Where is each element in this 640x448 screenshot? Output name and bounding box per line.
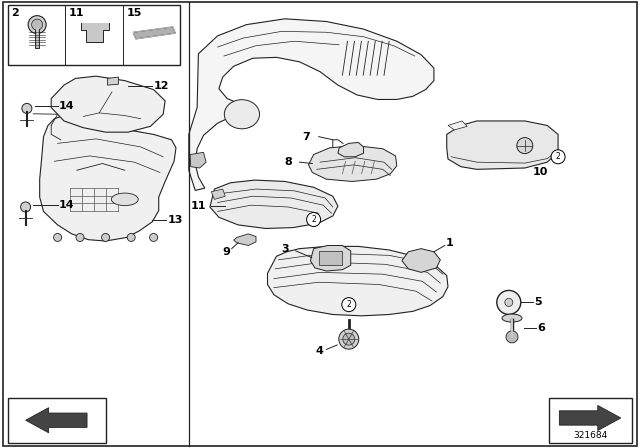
Polygon shape (402, 249, 440, 272)
Text: 7: 7 (302, 132, 310, 142)
Circle shape (54, 233, 61, 241)
Text: 9: 9 (223, 247, 230, 257)
Polygon shape (448, 121, 467, 130)
Text: 14: 14 (59, 200, 74, 210)
Polygon shape (189, 19, 434, 190)
Polygon shape (51, 76, 165, 132)
Circle shape (497, 290, 521, 314)
Polygon shape (310, 246, 351, 271)
Polygon shape (308, 146, 397, 181)
Circle shape (20, 202, 31, 212)
Text: 3: 3 (282, 244, 289, 254)
Polygon shape (26, 408, 87, 433)
Text: 2: 2 (12, 9, 19, 18)
Text: 11: 11 (191, 201, 206, 211)
Polygon shape (559, 405, 621, 431)
Polygon shape (81, 22, 109, 42)
Polygon shape (268, 246, 448, 316)
Circle shape (307, 212, 321, 227)
Circle shape (342, 297, 356, 312)
Circle shape (22, 103, 32, 113)
Bar (549, 398, 632, 443)
Text: 1: 1 (446, 238, 454, 248)
Circle shape (102, 233, 109, 241)
Polygon shape (447, 121, 558, 169)
Text: 6: 6 (538, 323, 545, 333)
Polygon shape (190, 152, 206, 168)
Text: 11: 11 (69, 9, 84, 18)
Text: 14: 14 (59, 101, 74, 111)
Polygon shape (234, 234, 256, 246)
Text: 15: 15 (127, 9, 142, 18)
Circle shape (343, 333, 355, 345)
Polygon shape (40, 116, 176, 241)
Polygon shape (210, 180, 338, 228)
Bar (8, 398, 106, 443)
Text: 4: 4 (316, 346, 323, 356)
Polygon shape (211, 189, 225, 199)
Ellipse shape (502, 314, 522, 322)
Circle shape (28, 16, 46, 34)
Circle shape (127, 233, 135, 241)
Text: 2: 2 (556, 152, 561, 161)
Polygon shape (133, 27, 175, 39)
Circle shape (339, 329, 359, 349)
Text: 2: 2 (346, 300, 351, 309)
Text: 13: 13 (168, 215, 183, 224)
Ellipse shape (111, 193, 138, 206)
Circle shape (506, 331, 518, 343)
Polygon shape (338, 142, 364, 157)
Text: 12: 12 (154, 81, 169, 91)
Polygon shape (108, 77, 118, 85)
Text: 8: 8 (285, 157, 292, 167)
Text: 321684: 321684 (573, 431, 607, 440)
Text: 2: 2 (311, 215, 316, 224)
Circle shape (31, 19, 43, 30)
Circle shape (551, 150, 565, 164)
Circle shape (517, 138, 532, 154)
Text: 5: 5 (534, 297, 542, 307)
Circle shape (150, 233, 157, 241)
Circle shape (76, 233, 84, 241)
Bar (8, 5, 180, 65)
Text: 10: 10 (532, 168, 548, 177)
Ellipse shape (225, 100, 260, 129)
Circle shape (505, 298, 513, 306)
Polygon shape (319, 251, 342, 265)
